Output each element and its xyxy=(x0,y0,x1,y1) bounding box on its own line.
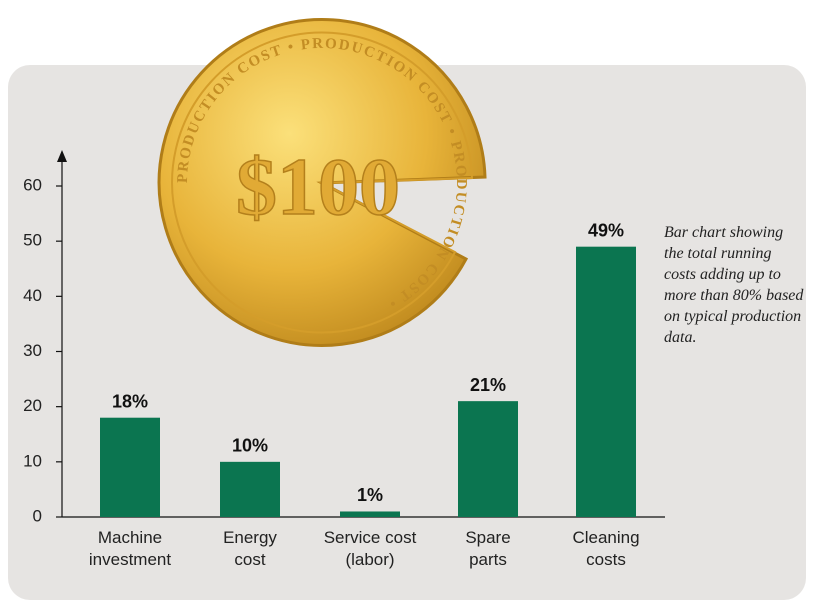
x-tick-label: Energy cost xyxy=(223,528,277,569)
x-tick-label-line: Machine xyxy=(98,528,162,547)
value-label: 18% xyxy=(112,391,148,411)
x-tick-label-line: cost xyxy=(234,550,265,569)
bar xyxy=(100,418,160,517)
bar xyxy=(220,462,280,517)
x-tick-label-line: (labor) xyxy=(345,550,394,569)
x-tick-label-line: Spare xyxy=(465,528,510,547)
x-tick-label-line: Energy xyxy=(223,528,277,547)
x-tick-label-line: Service cost xyxy=(324,528,417,547)
x-tick-label-line: costs xyxy=(586,550,626,569)
y-axis-arrow xyxy=(57,150,67,162)
x-tick-label-line: Cleaning xyxy=(572,528,639,547)
value-label: 21% xyxy=(470,375,506,395)
y-tick-label: 60 xyxy=(23,175,42,194)
y-tick-label: 40 xyxy=(23,286,42,305)
y-tick-label: 10 xyxy=(23,451,42,470)
bar xyxy=(576,247,636,517)
value-label: 10% xyxy=(232,436,268,456)
x-tick-label: Cleaning costs xyxy=(572,528,639,569)
coin-label: $100 xyxy=(236,141,400,232)
x-tick-label-line: investment xyxy=(89,550,171,569)
x-tick-label: Spare parts xyxy=(465,528,510,569)
x-tick-label: Machine investment xyxy=(89,528,171,569)
page: PRODUCTION COST • PRODUCTION COST • PROD… xyxy=(0,0,814,609)
value-label: 49% xyxy=(588,220,624,240)
value-label: 1% xyxy=(357,485,383,505)
bar xyxy=(458,401,518,517)
y-tick-label: 20 xyxy=(23,396,42,415)
annotation: Bar chart showing the total running cost… xyxy=(664,222,806,348)
coin: PRODUCTION COST • PRODUCTION COST • PROD… xyxy=(159,19,485,345)
y-tick-label: 50 xyxy=(23,231,42,250)
bar xyxy=(340,511,400,517)
y-tick-label: 0 xyxy=(33,506,42,525)
y-tick-label: 30 xyxy=(23,341,42,360)
x-tick-label: Service cost (labor) xyxy=(324,528,417,569)
x-tick-label-line: parts xyxy=(469,550,507,569)
